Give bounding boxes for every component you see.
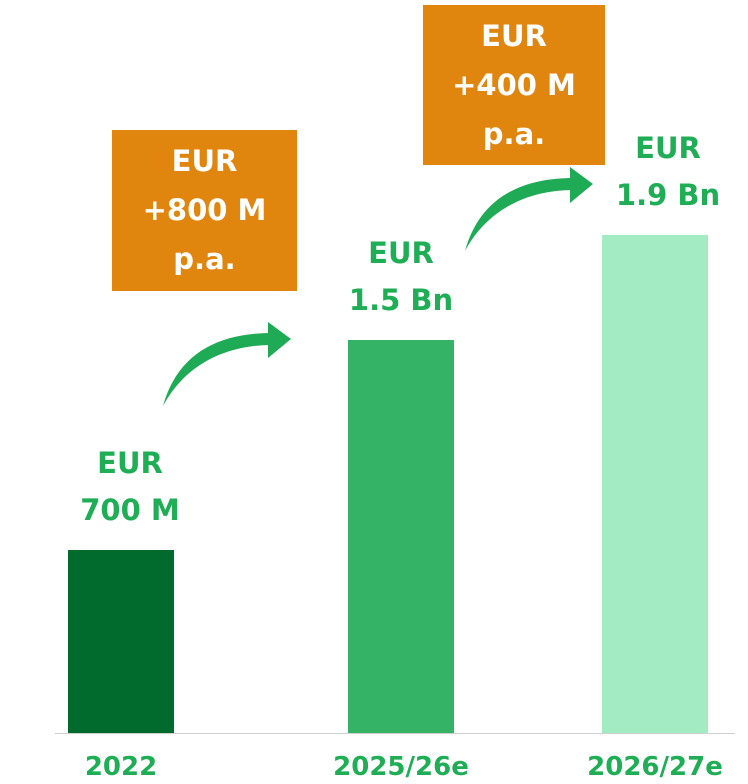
bar [348,340,454,733]
x-tick-label: 2025/26e [333,752,469,782]
x-tick-label: 2026/27e [587,752,723,782]
value-label: EUR 1.5 Bn [348,236,454,317]
annotation: EUR +400 M p.a. [423,5,605,165]
bar [68,549,174,733]
value-label: EUR 700 M [80,445,180,527]
x-tick-label: 2022 [84,752,158,782]
annotation: EUR +800 M p.a. [112,130,297,291]
arrow [465,167,593,251]
bar [602,235,708,733]
arrow [163,322,291,406]
value-label: EUR 1.9 Bn [615,131,721,213]
